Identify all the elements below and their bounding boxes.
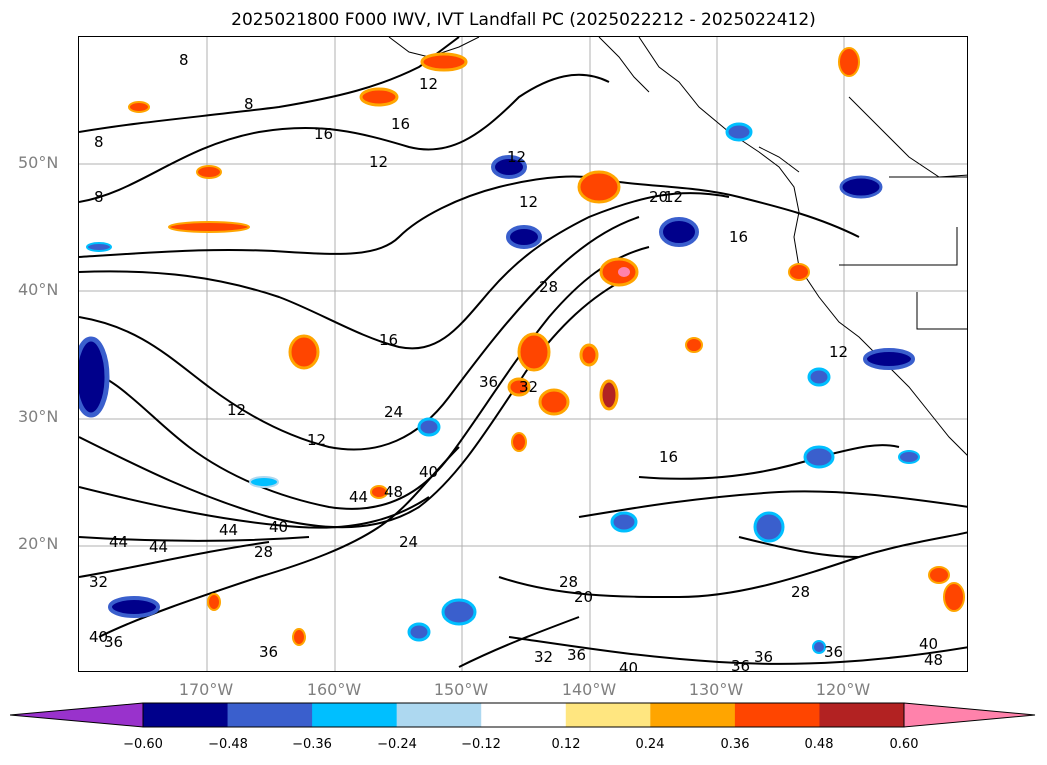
colorbar-tick: −0.24: [377, 737, 417, 752]
contour-label-36: 36: [824, 643, 843, 661]
colorbar-tick: 0.12: [551, 737, 581, 752]
contour-label-36: 36: [259, 643, 278, 661]
contour-label-40: 40: [89, 628, 108, 646]
contour-label-8: 8: [179, 51, 189, 69]
contour-label-28: 28: [539, 278, 558, 296]
colorbar-extend-max: [903, 702, 1036, 728]
contour-label-44: 44: [349, 488, 368, 506]
colorbar-segment: [312, 703, 398, 727]
contour-label-36: 36: [567, 646, 586, 664]
colorbar-segment: [396, 703, 482, 727]
contour-label-20: 20: [574, 588, 593, 606]
lon-label-120w: 120°W: [815, 680, 871, 699]
colorbar-segment: [819, 703, 905, 727]
contour-label-36: 36: [754, 648, 773, 666]
colorbar-tick: −0.36: [292, 737, 332, 752]
colorbar-segment: [734, 703, 820, 727]
contour-label-8: 8: [94, 188, 104, 206]
contour-label-36: 36: [479, 373, 498, 391]
colorbar-tick: 0.36: [720, 737, 750, 752]
lon-label-170w: 170°W: [178, 680, 234, 699]
contour-label-24: 24: [399, 533, 418, 551]
colorbar-segment: [565, 703, 651, 727]
contour-label-16: 16: [729, 228, 748, 246]
contour-label-12: 12: [829, 343, 848, 361]
colorbar-tick: −0.48: [208, 737, 248, 752]
lat-label-20: 20°N: [18, 534, 59, 553]
contour-label-24: 24: [384, 403, 403, 421]
iwv-contours: [79, 37, 967, 668]
lon-label-130w: 130°W: [688, 680, 744, 699]
map-canvas: 8 8 8 8 12 12 16 16 12 12 12 20 16 16 28…: [79, 37, 967, 672]
colorbar-tick: 0.60: [889, 737, 919, 752]
contour-label-20: 20: [649, 188, 668, 206]
lon-label-160w: 160°W: [306, 680, 362, 699]
contour-label-12: 12: [507, 148, 526, 166]
contour-label-36: 36: [731, 657, 750, 672]
colorbar-segment: [481, 703, 567, 727]
contour-label-12: 12: [227, 401, 246, 419]
contour-label-36: 36: [104, 633, 123, 651]
contour-label-40: 40: [269, 518, 288, 536]
contour-label-32: 32: [89, 573, 108, 591]
contour-label-8: 8: [94, 133, 104, 151]
contour-label-8: 8: [244, 95, 254, 113]
gridlines: [79, 37, 967, 671]
contour-label-16: 16: [379, 331, 398, 349]
positive-pc-blobs: [128, 47, 965, 646]
contour-label-12: 12: [307, 431, 326, 449]
lon-label-140w: 140°W: [561, 680, 617, 699]
contour-label-12: 12: [664, 188, 683, 206]
colorbar-segment: [227, 703, 313, 727]
contour-label-32: 32: [534, 648, 553, 666]
contour-label-44: 44: [109, 533, 128, 551]
contour-label-44: 44: [219, 521, 238, 539]
lat-label-50: 50°N: [18, 153, 59, 172]
contour-label-32: 32: [519, 378, 538, 396]
contour-label-12: 12: [519, 193, 538, 211]
lat-label-40: 40°N: [18, 280, 59, 299]
contour-label-28: 28: [791, 583, 810, 601]
colorbar-tick: −0.12: [461, 737, 501, 752]
contour-label-48: 48: [924, 651, 943, 669]
colorbar-extend-min: [10, 702, 144, 728]
contour-label-28: 28: [254, 543, 273, 561]
colorbar-tick: 0.48: [804, 737, 834, 752]
contour-label-40: 40: [619, 659, 638, 672]
coastline: [388, 37, 967, 456]
contour-label-40: 40: [419, 463, 438, 481]
colorbar-segment: [143, 703, 229, 727]
map-panel: 8 8 8 8 12 12 16 16 12 12 12 20 16 16 28…: [78, 36, 968, 672]
map-title: 2025021800 F000 IWV, IVT Landfall PC (20…: [231, 10, 816, 30]
colorbar-tick: −0.60: [123, 737, 163, 752]
contour-label-40: 40: [919, 635, 938, 653]
colorbar-segments: [10, 702, 1036, 728]
negative-pc-blobs: [79, 122, 920, 654]
colorbar-tick: 0.24: [635, 737, 665, 752]
lon-label-150w: 150°W: [433, 680, 489, 699]
contour-label-16: 16: [391, 115, 410, 133]
contour-label-16: 16: [314, 125, 333, 143]
contour-label-48: 48: [384, 483, 403, 501]
contour-label-16: 16: [659, 448, 678, 466]
contour-label-12: 12: [369, 153, 388, 171]
contour-label-44: 44: [149, 538, 168, 556]
colorbar-segment: [650, 703, 736, 727]
contour-labels: 8 8 8 8 12 12 16 16 12 12 12 20 16 16 28…: [89, 51, 943, 672]
contour-label-28: 28: [559, 573, 578, 591]
lat-label-30: 30°N: [18, 407, 59, 426]
colorbar: [10, 702, 1036, 728]
contour-label-12: 12: [419, 75, 438, 93]
